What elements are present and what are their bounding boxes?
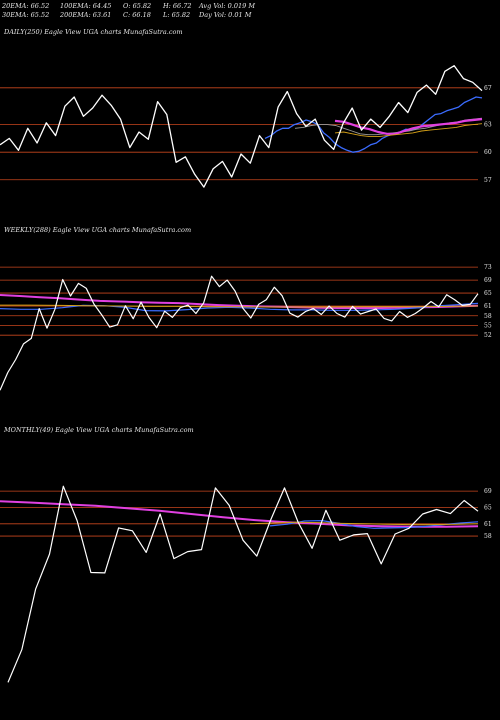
y-tick-label: 57 [484,177,492,184]
y-tick-label: 65 [484,290,492,297]
daily-ema-blue [264,96,483,153]
monthly-price-line [7,485,479,683]
ema200-label: 200EMA: 63.61 [60,11,112,19]
ema20-label: 20EMA: 66.52 [2,2,50,10]
monthly-panel-title: MONTHLY(49) Eagle View UGA charts Munafa… [4,426,194,434]
y-tick-label: 58 [484,533,492,540]
high-label: H: 66.72 [163,2,192,10]
monthly-ema-magenta [0,500,479,528]
y-tick-label: 55 [484,322,492,329]
weekly-ema-magenta [0,294,479,309]
y-tick-label: 67 [484,85,492,92]
y-tick-label: 58 [484,313,492,320]
close-label: C: 66.18 [123,11,151,19]
y-tick-label: 65 [484,504,492,511]
weekly-price-line [0,275,479,391]
open-label: O: 65.82 [123,2,152,10]
y-tick-label: 52 [484,332,492,339]
y-tick-label: 69 [484,277,492,284]
y-tick-label: 73 [484,264,492,271]
avg-vol-label: Avg Vol: 0.019 M [199,2,256,10]
y-tick-label: 61 [484,521,492,528]
weekly-ema-orange [0,304,479,308]
daily-panel-title: DAILY(250) Eagle View UGA charts MunafaS… [4,28,183,36]
monthly-ema-orange [249,521,479,526]
ema30-label: 30EMA: 65.52 [2,11,50,19]
daily-price-line [0,65,483,188]
day-vol-label: Day Vol: 0.01 M [199,11,252,19]
y-tick-label: 63 [484,122,492,129]
low-label: L: 65.82 [163,11,191,19]
ema100-label: 100EMA: 64.45 [60,2,112,10]
y-tick-label: 61 [484,303,492,310]
y-tick-label: 60 [484,149,492,156]
weekly-panel-title: WEEKLY(288) Eagle View UGA charts Munafa… [4,226,192,234]
y-tick-label: 69 [484,488,492,495]
daily-ema-orange [334,123,483,138]
